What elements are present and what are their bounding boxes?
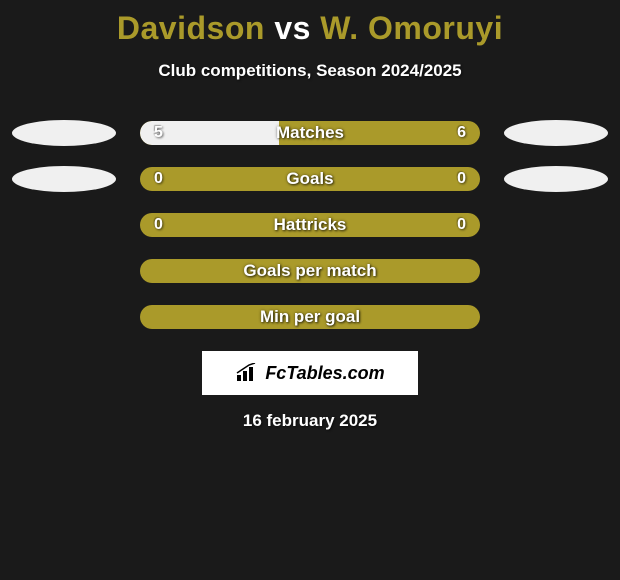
- title-vs: vs: [274, 10, 311, 46]
- stat-row: 5 6 Matches: [0, 121, 620, 145]
- stat-row: 0 0 Goals: [0, 167, 620, 191]
- title-player2: W. Omoruyi: [320, 10, 503, 46]
- stat-row: Min per goal: [0, 305, 620, 329]
- stat-value-right: 0: [457, 216, 466, 234]
- stat-bar: 0 0 Goals: [140, 167, 480, 191]
- stat-label: Goals per match: [243, 261, 376, 281]
- stat-bar: 5 6 Matches: [140, 121, 480, 145]
- stat-value-left: 0: [154, 170, 163, 188]
- stat-value-right: 6: [457, 124, 466, 142]
- stat-bar: Goals per match: [140, 259, 480, 283]
- stat-row: Goals per match: [0, 259, 620, 283]
- stat-rows: 5 6 Matches 0 0 Goals 0 0 Hattricks Goals per mat…: [0, 121, 620, 329]
- stat-label: Hattricks: [274, 215, 347, 235]
- stat-label: Goals: [286, 169, 333, 189]
- right-oval: [504, 120, 608, 146]
- left-oval: [12, 166, 116, 192]
- subtitle: Club competitions, Season 2024/2025: [0, 61, 620, 81]
- bars-icon: [235, 363, 261, 383]
- infographic-container: Davidson vs W. Omoruyi Club competitions…: [0, 0, 620, 580]
- stat-label: Matches: [276, 123, 344, 143]
- stat-value-left: 0: [154, 216, 163, 234]
- stat-value-left: 5: [154, 124, 163, 142]
- right-oval: [504, 166, 608, 192]
- left-oval: [12, 120, 116, 146]
- stat-row: 0 0 Hattricks: [0, 213, 620, 237]
- logo: FcTables.com: [235, 363, 384, 384]
- stat-label: Min per goal: [260, 307, 360, 327]
- page-title: Davidson vs W. Omoruyi: [0, 0, 620, 47]
- logo-box: FcTables.com: [202, 351, 418, 395]
- title-player1: Davidson: [117, 10, 265, 46]
- stat-value-right: 0: [457, 170, 466, 188]
- stat-bar: Min per goal: [140, 305, 480, 329]
- logo-text: FcTables.com: [265, 363, 384, 384]
- stat-bar: 0 0 Hattricks: [140, 213, 480, 237]
- date-label: 16 february 2025: [0, 411, 620, 431]
